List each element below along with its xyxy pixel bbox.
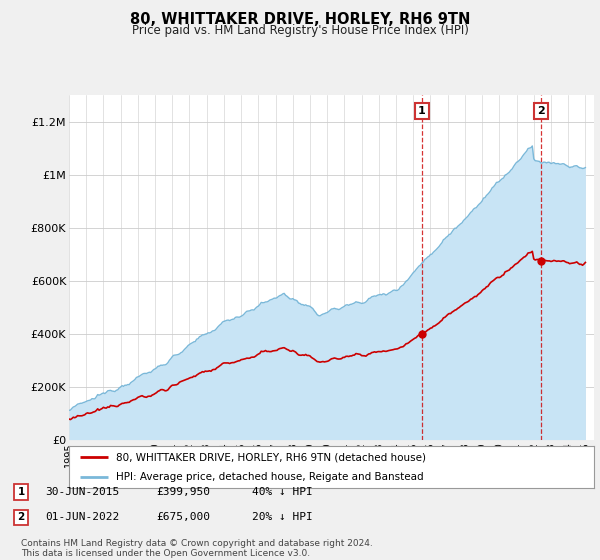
Text: 2: 2 — [17, 512, 25, 522]
Text: 40% ↓ HPI: 40% ↓ HPI — [252, 487, 313, 497]
Text: 80, WHITTAKER DRIVE, HORLEY, RH6 9TN (detached house): 80, WHITTAKER DRIVE, HORLEY, RH6 9TN (de… — [116, 452, 426, 462]
Text: 80, WHITTAKER DRIVE, HORLEY, RH6 9TN: 80, WHITTAKER DRIVE, HORLEY, RH6 9TN — [130, 12, 470, 27]
Text: £399,950: £399,950 — [156, 487, 210, 497]
Text: 01-JUN-2022: 01-JUN-2022 — [45, 512, 119, 522]
Text: 20% ↓ HPI: 20% ↓ HPI — [252, 512, 313, 522]
Text: 2: 2 — [537, 106, 545, 116]
Text: Contains HM Land Registry data © Crown copyright and database right 2024.
This d: Contains HM Land Registry data © Crown c… — [21, 539, 373, 558]
Text: HPI: Average price, detached house, Reigate and Banstead: HPI: Average price, detached house, Reig… — [116, 473, 424, 482]
Text: 1: 1 — [17, 487, 25, 497]
Text: Price paid vs. HM Land Registry's House Price Index (HPI): Price paid vs. HM Land Registry's House … — [131, 24, 469, 37]
Text: 30-JUN-2015: 30-JUN-2015 — [45, 487, 119, 497]
Text: £675,000: £675,000 — [156, 512, 210, 522]
Text: 1: 1 — [418, 106, 426, 116]
